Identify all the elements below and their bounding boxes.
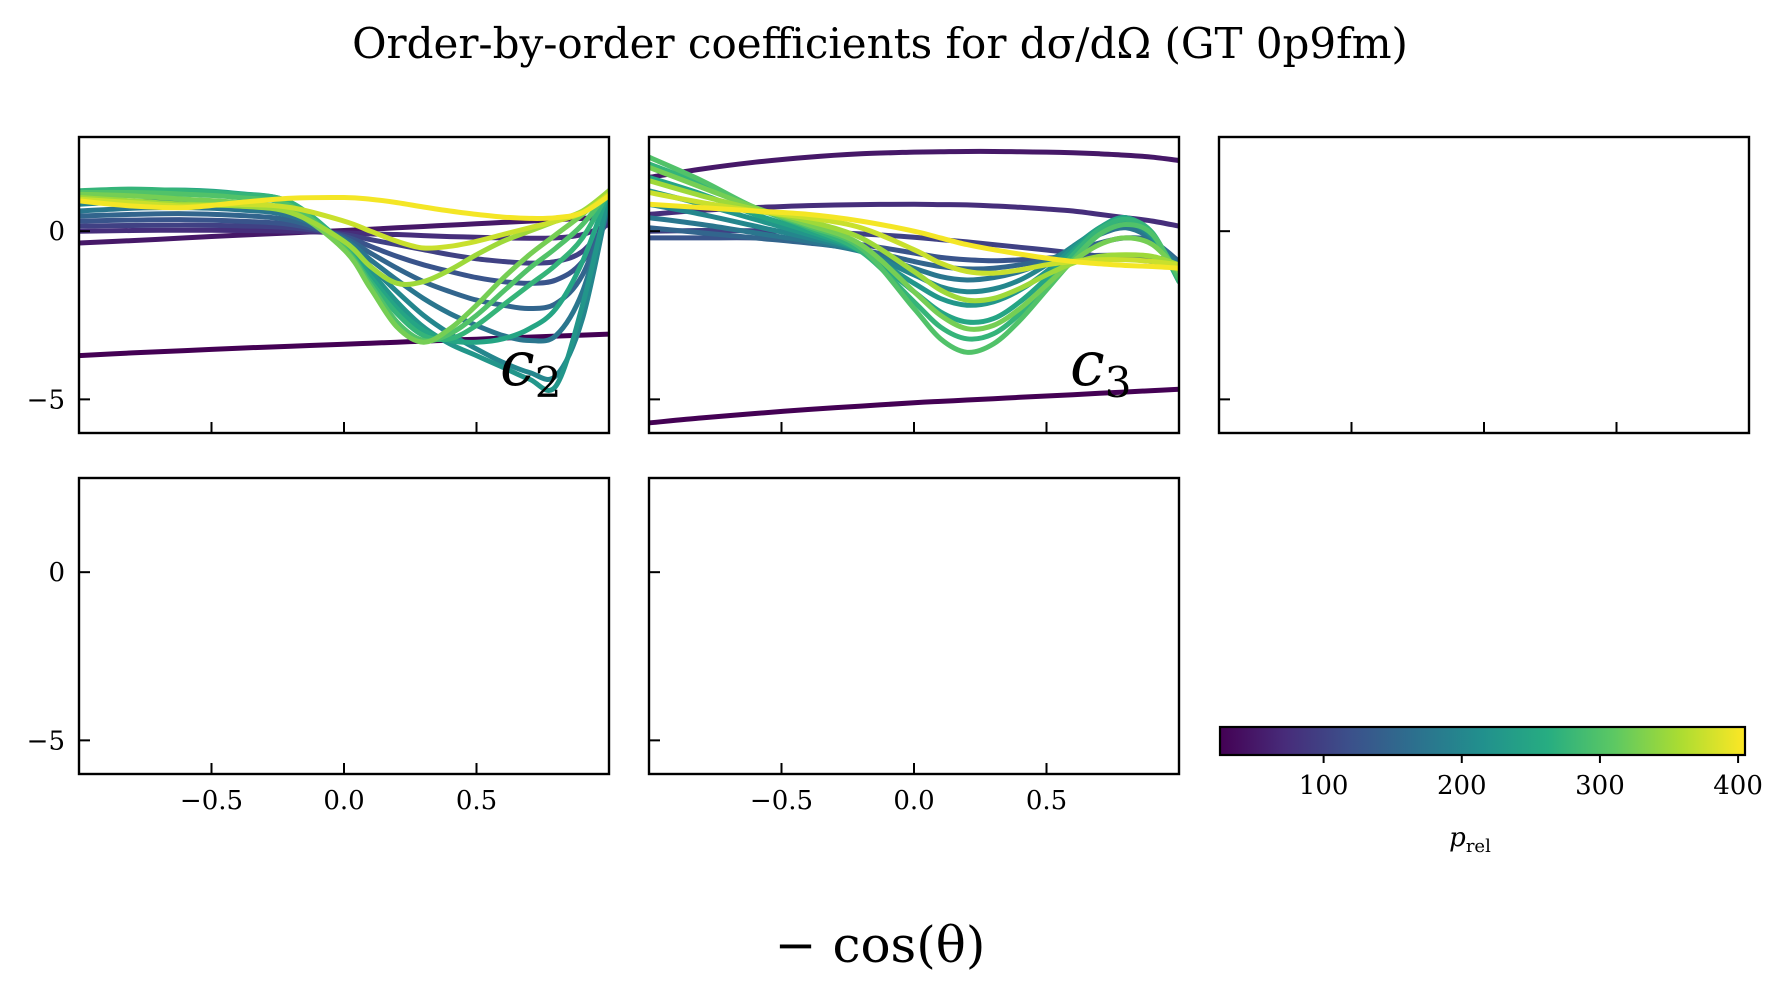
subplot-1: 0 −5 c2 xyxy=(27,135,611,435)
series-line-p300 xyxy=(79,188,609,344)
subplot-5: −0.5 0.0 0.5 xyxy=(647,476,1181,816)
panel-label: c3 xyxy=(1070,327,1131,407)
series-line-p25 xyxy=(79,331,609,359)
colorbar-label-main: p xyxy=(1449,823,1466,853)
figure-title: Order-by-order coefficients for dσ/dΩ (G… xyxy=(352,19,1408,68)
colorbar-ticks: 100 200 300 400 xyxy=(1299,755,1763,801)
colorbar-tick-label: 400 xyxy=(1713,771,1763,801)
colorbar-tick-label: 200 xyxy=(1437,771,1487,801)
colorbar-tick-label: 300 xyxy=(1575,771,1625,801)
y-tick-label: 0 xyxy=(48,558,65,588)
series-line-p50 xyxy=(649,148,1179,180)
x-tick-label: −0.5 xyxy=(180,786,243,816)
plot-area xyxy=(649,148,1179,426)
axes-frame xyxy=(77,135,611,435)
series-line-p125 xyxy=(79,211,609,286)
series-line-p75 xyxy=(649,201,1179,229)
axes-frame xyxy=(647,135,1181,435)
panel-label: c2 xyxy=(500,327,561,407)
y-tick-label: 0 xyxy=(48,217,65,247)
colorbar-label-sub: rel xyxy=(1466,836,1491,857)
colorbar: 100 200 300 400 prel xyxy=(1218,725,1763,857)
subplot-3 xyxy=(1217,135,1751,435)
panel-label-main: c xyxy=(1070,327,1105,400)
series-line-p150 xyxy=(79,205,609,312)
y-tick-label: −5 xyxy=(27,726,65,756)
panel-label-sub: 3 xyxy=(1105,358,1132,407)
series-line-p400 xyxy=(79,193,609,221)
series-line-p400 xyxy=(649,201,1179,271)
x-tick-label: 0.5 xyxy=(456,786,497,816)
series-line-p325 xyxy=(79,188,609,345)
x-tick-label: 0.0 xyxy=(893,786,934,816)
x-tick-label: −0.5 xyxy=(750,786,813,816)
panel-label-sub: 2 xyxy=(535,358,562,407)
series-line-p25 xyxy=(649,386,1179,426)
series-line-p175 xyxy=(79,198,609,344)
panel-label-main: c xyxy=(500,327,535,400)
x-tick-label: 0.5 xyxy=(1026,786,1067,816)
series-line-p275 xyxy=(79,186,609,343)
y-tick-label: −5 xyxy=(27,385,65,415)
figure-xlabel: − cos(θ) xyxy=(775,916,986,974)
axes-frame xyxy=(77,476,611,776)
subplot-grid: 0−5c2 c3−0.5 0.0 0.50−5−0.5 0.0 0.5 xyxy=(27,135,1751,816)
plot-area xyxy=(79,186,609,393)
subplot-4: −0.5 0.0 0.5 0 −5 xyxy=(27,476,611,816)
colorbar-tick-label: 100 xyxy=(1299,771,1349,801)
series-line-p75 xyxy=(79,222,609,241)
axes-frame xyxy=(1217,135,1751,435)
axes-frame xyxy=(647,476,1181,776)
colorbar-label: prel xyxy=(1449,823,1491,857)
colorbar-bar xyxy=(1218,725,1747,757)
subplot-2: c3 xyxy=(647,135,1181,435)
x-tick-label: 0.0 xyxy=(323,786,364,816)
